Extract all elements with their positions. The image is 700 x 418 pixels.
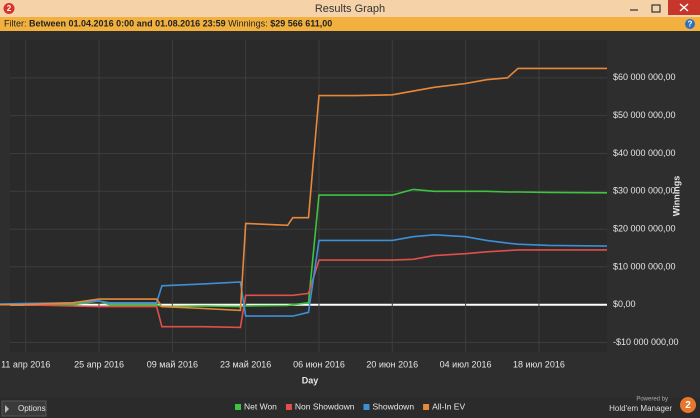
winnings-label: Winnings: — [228, 19, 268, 29]
options-arrow — [5, 405, 9, 413]
legend-swatch — [285, 404, 292, 410]
title-bar — [0, 0, 700, 17]
legend-swatch — [363, 404, 370, 410]
x-tick-label: 11 апр 2016 — [1, 359, 50, 369]
filter-text: Filter: Between 01.04.2016 0:00 and 01.0… — [4, 19, 332, 29]
filter-label: Filter: — [4, 19, 27, 29]
help-button[interactable] — [685, 19, 695, 29]
maximize-button[interactable] — [651, 4, 661, 13]
filter-bar — [0, 17, 700, 31]
series-line — [0, 188, 608, 308]
series-line — [0, 249, 607, 329]
y-tick-label: $30 000 000,00 — [613, 186, 676, 196]
x-tick-label: 04 июл 2016 — [440, 359, 492, 369]
product-name: Hold'em Manager — [609, 404, 672, 413]
lines — [0, 67, 608, 329]
x-tick-label: 20 июн 2016 — [366, 359, 418, 369]
app-icon-text: 2 — [7, 4, 12, 13]
legend-label: Non Showdown — [295, 401, 355, 411]
y-tick-label: $10 000 000,00 — [613, 261, 676, 271]
legend-label: Net Won — [244, 401, 277, 411]
y-tick-label: $60 000 000,00 — [613, 72, 676, 82]
powered-by: Powered by — [636, 397, 668, 403]
y-tick-label: -$10 000 000,00 — [613, 337, 679, 347]
x-tick-label: 06 июн 2016 — [293, 359, 345, 369]
logo-text: 2 — [685, 400, 691, 411]
winnings-value: $29 566 611,00 — [270, 19, 332, 29]
options-label: Options — [18, 404, 46, 413]
legend-label: Showdown — [372, 401, 414, 411]
x-tick-label: 09 май 2016 — [147, 359, 198, 369]
y-tick-label: $20 000 000,00 — [613, 223, 676, 233]
help-icon: ? — [688, 20, 693, 29]
logo — [680, 397, 696, 413]
x-tick-label: 18 июл 2016 — [513, 359, 565, 369]
legend-swatch — [235, 404, 241, 410]
legend-swatch — [423, 404, 430, 410]
series-line — [0, 233, 608, 317]
app-icon — [3, 3, 15, 14]
filter-range: Between 01.04.2016 0:00 and 01.08.2016 2… — [29, 19, 226, 29]
legend-label: All-In EV — [432, 401, 465, 411]
y-tick-label: $0,00 — [613, 299, 636, 309]
window-title: Results Graph — [315, 3, 385, 15]
options-button[interactable] — [1, 400, 47, 417]
x-tick-label: 23 май 2016 — [220, 359, 271, 369]
y-tick-label: $50 000 000,00 — [613, 110, 676, 120]
close-icon — [679, 3, 689, 12]
y-tick-label: $40 000 000,00 — [613, 148, 676, 158]
series-line — [0, 67, 607, 312]
legend: Net Won Non Showdown Showdown All-In EV — [235, 401, 465, 411]
y-axis-label: Winnings — [671, 176, 681, 216]
x-axis-label: Day — [302, 375, 319, 385]
x-tick-label: 25 апр 2016 — [74, 359, 124, 369]
